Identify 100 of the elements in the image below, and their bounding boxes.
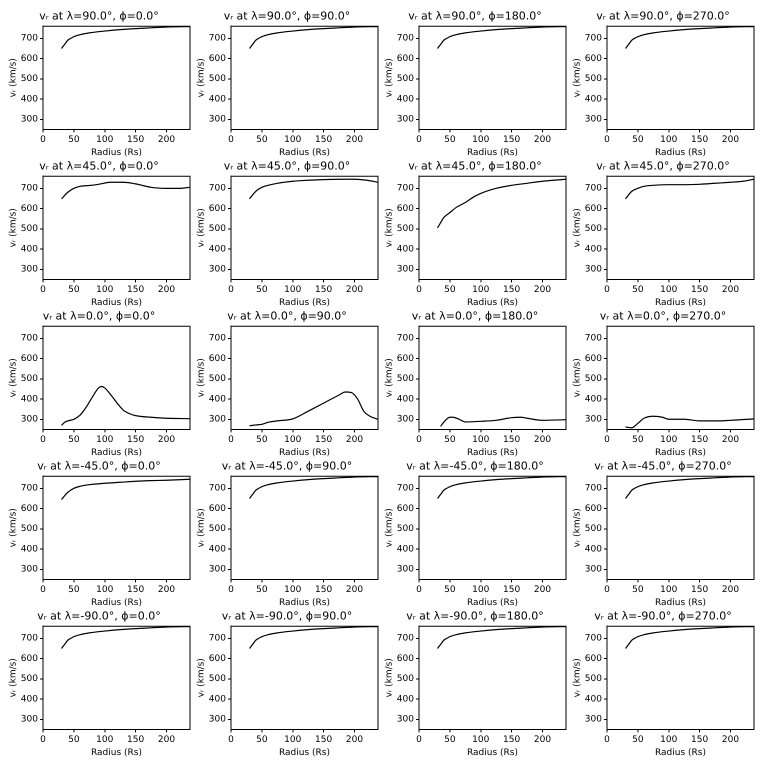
- y-tick-label: 300: [208, 114, 226, 125]
- y-tick-label: 500: [584, 374, 602, 384]
- y-tick-label: 600: [208, 204, 226, 214]
- y-tick-label: 400: [20, 394, 38, 404]
- y-tick-label: 500: [20, 74, 38, 84]
- x-tick-label: 200: [722, 585, 740, 596]
- chart-title: vᵣ at λ=-90.0°, ϕ=0.0°: [37, 609, 161, 622]
- y-tick-label: 700: [396, 334, 414, 344]
- x-tick-label: 50: [68, 585, 80, 596]
- x-tick-label: 200: [346, 735, 364, 746]
- y-tick-label: 500: [20, 674, 38, 684]
- y-tick-label: 600: [396, 204, 414, 214]
- y-tick-label: 600: [584, 654, 602, 664]
- y-tick-label: 300: [396, 414, 414, 425]
- x-tick-label: 150: [503, 585, 520, 596]
- x-tick-label: 50: [256, 735, 268, 746]
- x-tick-label: 0: [416, 285, 422, 296]
- x-tick-label: 100: [284, 135, 302, 146]
- x-tick-label: 150: [691, 735, 708, 746]
- x-tick-label: 150: [127, 435, 144, 446]
- x-tick-label: 0: [228, 285, 234, 296]
- x-tick-label: 100: [660, 585, 678, 596]
- y-tick-label: 400: [396, 244, 414, 254]
- y-tick-label: 500: [396, 224, 414, 234]
- y-tick-label: 700: [20, 34, 38, 44]
- x-tick-label: 50: [632, 585, 644, 596]
- x-tick-label: 150: [315, 435, 332, 446]
- y-tick-label: 400: [396, 94, 414, 104]
- x-tick-label: 50: [444, 135, 456, 146]
- x-tick-label: 200: [158, 435, 176, 446]
- x-tick-label: 150: [127, 135, 144, 146]
- x-tick-label: 50: [68, 735, 80, 746]
- y-tick-label: 600: [208, 354, 226, 364]
- y-tick-label: 400: [208, 694, 226, 704]
- x-tick-label: 0: [604, 735, 610, 746]
- x-tick-label: 100: [96, 585, 114, 596]
- y-tick-label: 500: [584, 524, 602, 534]
- y-tick-label: 500: [584, 224, 602, 234]
- y-tick-label: 600: [20, 654, 38, 664]
- y-tick-label: 300: [584, 714, 602, 725]
- y-tick-label: 400: [20, 544, 38, 554]
- x-axis-title: Radius (Rs): [90, 148, 142, 158]
- x-tick-label: 150: [503, 735, 520, 746]
- chart-title: vᵣ at λ=-45.0°, ϕ=270.0°: [594, 459, 732, 472]
- x-tick-label: 50: [256, 585, 268, 596]
- x-tick-label: 0: [228, 135, 234, 146]
- x-axis-title: Radius (Rs): [654, 598, 706, 608]
- x-tick-label: 50: [632, 135, 644, 146]
- y-tick-label: 300: [584, 414, 602, 425]
- x-tick-label: 150: [315, 585, 332, 596]
- y-axis-title: vᵣ (km/s): [384, 508, 395, 548]
- y-tick-label: 600: [396, 504, 414, 514]
- x-axis-title: Radius (Rs): [90, 298, 142, 308]
- x-tick-label: 150: [691, 585, 708, 596]
- y-axis-title: vᵣ (km/s): [8, 358, 19, 398]
- x-tick-label: 200: [534, 135, 552, 146]
- x-tick-label: 100: [96, 735, 114, 746]
- y-tick-label: 400: [396, 394, 414, 404]
- x-tick-label: 100: [472, 735, 490, 746]
- chart-title: vᵣ at λ=-45.0°, ϕ=180.0°: [406, 459, 544, 472]
- chart-title: vᵣ at λ=90.0°, ϕ=0.0°: [39, 9, 159, 22]
- x-tick-label: 200: [534, 285, 552, 296]
- x-tick-label: 50: [68, 285, 80, 296]
- x-tick-label: 100: [96, 285, 114, 296]
- x-tick-label: 150: [127, 735, 144, 746]
- x-tick-label: 0: [604, 135, 610, 146]
- x-tick-label: 200: [722, 735, 740, 746]
- y-tick-label: 500: [20, 374, 38, 384]
- y-axis-title: vᵣ (km/s): [572, 358, 583, 398]
- x-axis-title: Radius (Rs): [90, 448, 142, 458]
- x-tick-label: 100: [284, 285, 302, 296]
- x-axis-title: Radius (Rs): [278, 598, 330, 608]
- chart-title: vᵣ at λ=0.0°, ϕ=0.0°: [42, 309, 156, 322]
- y-tick-label: 700: [584, 634, 602, 644]
- y-tick-label: 400: [584, 544, 602, 554]
- y-tick-label: 500: [396, 374, 414, 384]
- y-tick-label: 600: [208, 654, 226, 664]
- y-tick-label: 500: [20, 524, 38, 534]
- y-tick-label: 600: [20, 204, 38, 214]
- x-tick-label: 100: [660, 435, 678, 446]
- y-tick-label: 400: [584, 694, 602, 704]
- y-tick-label: 600: [584, 54, 602, 64]
- y-tick-label: 500: [208, 74, 226, 84]
- chart-title: vᵣ at λ=0.0°, ϕ=180.0°: [412, 309, 538, 322]
- x-tick-label: 200: [158, 135, 176, 146]
- x-tick-label: 150: [315, 135, 332, 146]
- y-tick-label: 400: [20, 694, 38, 704]
- x-axis-title: Radius (Rs): [654, 298, 706, 308]
- y-tick-label: 700: [208, 334, 226, 344]
- x-tick-label: 50: [256, 435, 268, 446]
- y-tick-label: 400: [208, 394, 226, 404]
- y-tick-label: 400: [20, 244, 38, 254]
- y-tick-label: 500: [208, 674, 226, 684]
- x-axis-title: Radius (Rs): [654, 148, 706, 158]
- x-tick-label: 50: [256, 285, 268, 296]
- y-tick-label: 700: [20, 484, 38, 494]
- x-tick-label: 0: [416, 135, 422, 146]
- x-tick-label: 100: [660, 735, 678, 746]
- y-tick-label: 700: [396, 484, 414, 494]
- x-tick-label: 100: [284, 735, 302, 746]
